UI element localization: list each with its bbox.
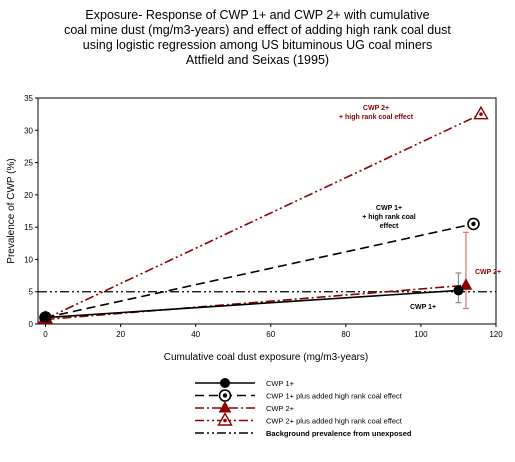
x-tick-label-2: 40 (191, 330, 200, 339)
plot-frame (37, 97, 497, 325)
annotation-2-line-0: CWP 2+ (475, 269, 501, 276)
series-3-line (45, 113, 482, 320)
annotation-2: CWP 2+ (475, 269, 501, 276)
title-line-3: using logistic regression among US bitum… (82, 38, 433, 52)
annotation-1-line-1: + high rank coal (362, 214, 416, 221)
x-tick-label-1: 20 (116, 330, 125, 339)
series-0-point-1 (453, 285, 464, 296)
series-0-line (45, 289, 459, 319)
series-2 (39, 231, 473, 324)
legend-label-4: Background prevalence from unexposed (266, 429, 412, 438)
plot-area (37, 105, 496, 325)
series-0 (40, 272, 464, 323)
x-tick-label-0: 0 (43, 330, 48, 339)
annotation-1: CWP 1+ + high rank coal effect (362, 205, 416, 230)
annotation-1-line-0: CWP 1+ (376, 205, 402, 212)
y-tick-label-6: 30 (24, 126, 33, 135)
title-line-2: coal mine dust (mg/m3-years) and effect … (64, 23, 451, 37)
legend-entry-3: CWP 2+ plus added high rank coal effect (195, 412, 403, 426)
legend-entry-2: CWP 2+ (195, 400, 295, 413)
y-axis-label: Prevalence of CWP (%) (6, 158, 17, 263)
annotation-1-line-2: effect (380, 223, 399, 230)
y-tick-label-5: 25 (24, 159, 33, 168)
legend-swatch-marker-1 (218, 389, 232, 402)
y-tick-label-1: 5 (29, 288, 34, 297)
legend-label-3: CWP 2+ plus added high rank coal effect (266, 417, 403, 426)
annotation-0-line-0: CWP 2+ (363, 105, 389, 112)
series-1-line (45, 223, 474, 319)
series-3 (37, 105, 489, 325)
x-tick-label-3: 60 (266, 330, 275, 339)
x-axis-label: Cumulative coal dust exposure (mg/m3-yea… (164, 352, 369, 363)
chart-title: Exposure- Response of CWP 1+ and CWP 2+ … (0, 8, 515, 68)
legend-swatch-marker-0 (220, 378, 230, 388)
series-3-point-1 (473, 105, 489, 120)
axes: 0 20 40 60 80 100 120 0 5 10 15 20 25 30 35 (24, 94, 503, 339)
y-tick-label-3: 15 (24, 223, 33, 232)
y-tick-label-0: 0 (29, 320, 34, 329)
x-tick-label-6: 120 (489, 330, 503, 339)
legend-label-0: CWP 1+ (266, 379, 295, 388)
legend-swatch-marker-3-dot (223, 418, 227, 423)
series-1-point-1-dot (471, 221, 476, 227)
series-3-point-1-dot (479, 112, 483, 116)
annotation-0: CWP 2+ + high rank coal effect (339, 105, 414, 121)
legend-entry-1: CWP 1+ plus added high rank coal effect (195, 389, 403, 402)
legend-swatch-marker-1-dot (222, 393, 228, 398)
series-2-error-bar-0 (462, 231, 469, 310)
legend-label-1: CWP 1+ plus added high rank coal effect (266, 392, 403, 401)
legend-swatch-marker-3 (217, 412, 233, 426)
annotation-3-line-0: CWP 1+ (410, 304, 436, 311)
title-line-4: Attfield and Seixas (1995) (185, 53, 330, 67)
series-1-point-1 (467, 217, 480, 231)
annotation-0-line-1: + high rank coal effect (339, 114, 414, 121)
series-0-point-0 (40, 312, 51, 323)
annotations: CWP 2+ + high rank coal effect CWP 1+ + hig… (339, 105, 501, 311)
x-tick-label-5: 100 (414, 330, 428, 339)
legend-entry-4: Background prevalence from unexposed (195, 429, 412, 438)
title-line-1: Exposure- Response of CWP 1+ and CWP 2+ … (85, 8, 430, 22)
legend: CWP 1+ CWP 1+ plus added high rank coal e… (195, 378, 412, 438)
legend-swatch-marker-2 (218, 400, 232, 413)
series-2-point-1 (459, 278, 473, 290)
legend-label-2: CWP 2+ (266, 404, 295, 413)
y-tick-label-2: 10 (24, 255, 33, 264)
legend-entry-0: CWP 1+ (195, 378, 295, 388)
series-2-line (45, 284, 467, 321)
x-tick-label-4: 80 (341, 330, 350, 339)
annotation-3: CWP 1+ (410, 304, 436, 311)
y-tick-label-4: 20 (24, 191, 33, 200)
y-tick-label-7: 35 (24, 94, 33, 103)
